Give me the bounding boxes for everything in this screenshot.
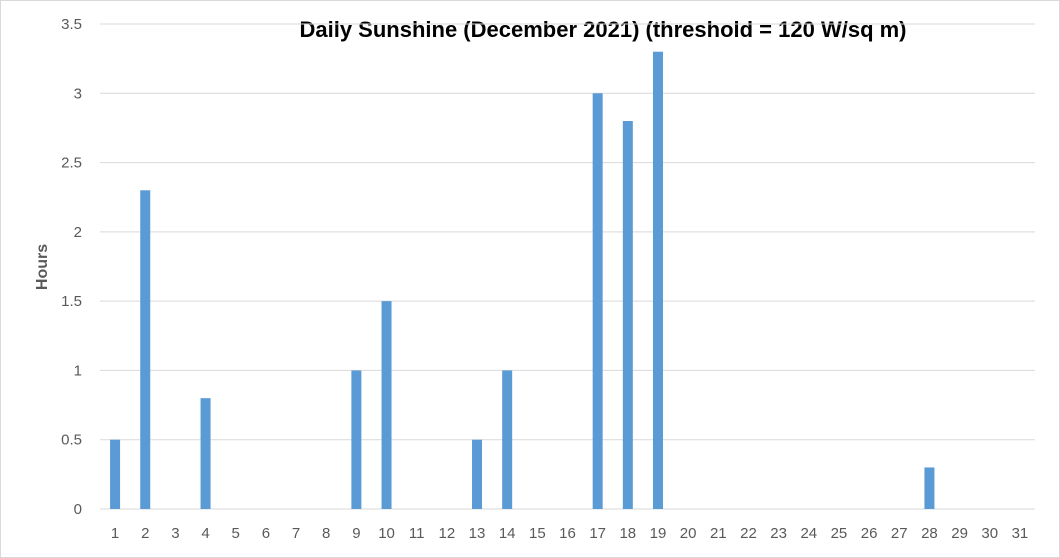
x-tick-label: 19 [650,525,667,542]
x-tick-label: 8 [322,525,330,542]
x-tick-label: 29 [951,525,968,542]
x-tick-label: 31 [1012,525,1029,542]
x-tick-label: 3 [171,525,179,542]
x-tick-label: 21 [710,525,727,542]
x-tick-label: 2 [141,525,149,542]
x-tick-label: 11 [409,525,425,542]
x-tick-label: 24 [800,525,817,542]
x-tick-label: 16 [559,525,576,542]
y-tick-label: 0 [74,501,82,518]
y-axis-label: Hours [34,244,51,290]
x-tick-label: 18 [619,525,636,542]
x-tick-label: 27 [891,525,908,542]
x-tick-label: 20 [680,525,697,542]
x-tick-label: 5 [232,525,240,542]
x-tick-label: 1 [111,525,119,542]
x-tick-label: 10 [378,525,395,542]
x-tick-label: 14 [499,525,516,542]
bar [502,370,513,509]
bar [924,467,935,509]
x-tick-label: 13 [469,525,486,542]
x-tick-label: 26 [861,525,878,542]
x-tick-label: 23 [770,525,787,542]
y-tick-label: 0.5 [61,432,82,449]
x-tick-label: 17 [589,525,606,542]
bar [200,398,211,509]
y-tick-label: 2 [74,224,82,241]
x-axis-ticks: 1 2 3 4 5 6 7 8 9 10 11 12 13 14 15 16 17 18 19 20 21 22 23 24 2… [111,525,1028,542]
bar [140,190,151,510]
chart-title: Daily Sunshine (December 2021) (threshol… [299,17,906,42]
y-tick-label: 1 [74,362,82,379]
x-tick-label: 25 [831,525,848,542]
bar [351,370,362,509]
bar [110,439,121,509]
x-tick-label: 15 [529,525,546,542]
y-tick-label: 2.5 [61,155,82,172]
x-tick-label: 12 [439,525,456,542]
bar [472,439,483,509]
y-axis-ticks: 0 0.5 1 1.5 2 2.5 3 3.5 [61,16,82,518]
x-tick-label: 30 [981,525,998,542]
bar [652,51,663,509]
x-tick-label: 9 [352,525,360,542]
x-tick-label: 28 [921,525,938,542]
bar [622,121,633,509]
bars [110,51,935,510]
x-tick-label: 4 [201,525,209,542]
x-tick-label: 6 [262,525,270,542]
y-tick-label: 3.5 [61,16,82,33]
x-tick-label: 22 [740,525,757,542]
gridlines [100,23,1035,510]
y-tick-label: 1.5 [61,293,82,310]
y-tick-label: 3 [74,85,82,102]
x-tick-label: 7 [292,525,300,542]
bar [592,93,603,510]
bar [381,301,392,509]
